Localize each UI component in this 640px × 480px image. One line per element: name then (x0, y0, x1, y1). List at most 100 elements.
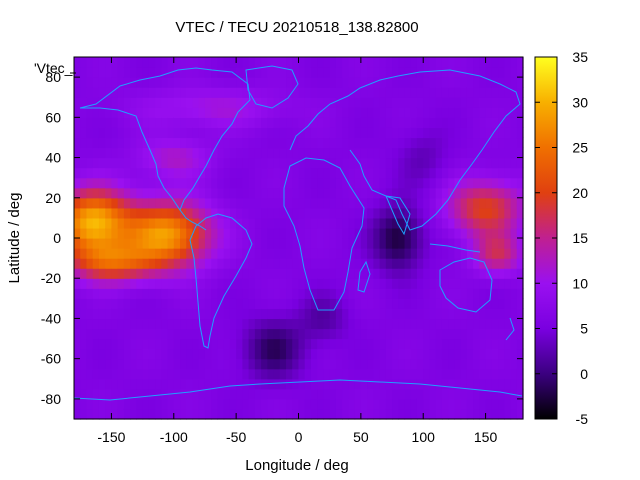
heat-cell (335, 87, 343, 98)
heat-cell (92, 117, 100, 128)
heat-cell (335, 137, 343, 149)
heat-cell (335, 268, 343, 279)
heat-cell (516, 238, 524, 249)
heat-cell (267, 368, 275, 380)
heat-cell (292, 348, 300, 360)
heat-cell (360, 328, 368, 340)
heat-cell (460, 207, 468, 219)
heat-cell (329, 268, 337, 279)
heat-cell (80, 258, 88, 269)
heat-cell (155, 127, 162, 139)
heat-cell (229, 338, 237, 350)
heat-cell (423, 318, 431, 330)
heat-cell (267, 238, 275, 249)
heat-cell (242, 187, 250, 199)
heat-cell (98, 278, 106, 289)
heat-cell (304, 207, 312, 219)
heat-cell (342, 408, 349, 420)
heat-cell (479, 57, 487, 68)
heat-cell (173, 87, 181, 98)
heat-cell (379, 67, 387, 78)
heat-cell (416, 348, 424, 360)
heat-cell (254, 187, 262, 199)
heat-cell (248, 408, 256, 420)
heat-cell (398, 258, 406, 269)
heat-cell (491, 187, 499, 199)
heat-cell (385, 207, 393, 219)
heat-cell (142, 227, 150, 239)
heat-cell (404, 177, 412, 189)
heat-cell (479, 67, 487, 78)
heat-cell (448, 348, 456, 360)
heat-cell (329, 238, 337, 249)
heat-cell (466, 358, 474, 370)
heat-cell (491, 288, 499, 299)
heat-cell (136, 288, 144, 299)
heat-cell (466, 97, 474, 108)
heat-cell (360, 368, 368, 380)
heat-cell (180, 117, 187, 128)
heat-cell (267, 147, 275, 159)
heat-cell (441, 408, 449, 420)
heat-cell (286, 157, 293, 169)
heat-cell (273, 358, 281, 370)
heat-cell (111, 147, 119, 159)
heat-cell (217, 318, 225, 330)
heat-cell (242, 248, 250, 259)
heat-cell (161, 187, 169, 199)
heat-cell (217, 398, 225, 410)
heat-cell (105, 298, 113, 309)
heat-cell (136, 238, 144, 249)
heat-cell (498, 137, 505, 149)
heat-cell (254, 107, 262, 118)
heat-cell (323, 97, 331, 108)
heat-cell (510, 227, 518, 239)
heat-cell (236, 227, 243, 239)
heat-cell (360, 157, 368, 169)
heat-cell (148, 67, 156, 78)
heat-cell (423, 398, 431, 410)
heat-cell (441, 97, 449, 108)
heat-cell (398, 197, 406, 209)
heat-cell (354, 358, 362, 370)
heat-cell (142, 217, 150, 229)
heat-cell (229, 278, 237, 289)
heat-cell (248, 398, 256, 410)
heat-cell (354, 258, 362, 269)
heat-cell (279, 408, 287, 420)
heat-cell (398, 328, 406, 340)
heat-cell (211, 268, 219, 279)
heat-cell (279, 358, 287, 370)
heat-cell (279, 97, 287, 108)
heat-cell (192, 57, 200, 68)
heat-cell (504, 368, 512, 380)
heat-cell (516, 348, 524, 360)
heat-cell (379, 258, 387, 269)
heat-cell (473, 107, 480, 118)
heat-cell (354, 87, 362, 98)
heat-cell (360, 338, 368, 350)
heat-cell (173, 238, 181, 249)
heat-cell (298, 398, 306, 410)
heat-cell (385, 157, 393, 169)
heat-cell (448, 308, 456, 320)
heat-cell (429, 217, 437, 229)
heat-cell (410, 318, 418, 330)
heat-cell (105, 308, 113, 320)
heat-cell (516, 57, 524, 68)
heat-cell (173, 157, 181, 169)
heat-cell (329, 368, 337, 380)
heat-cell (367, 298, 374, 309)
heat-cell (466, 197, 474, 209)
heat-cell (148, 207, 156, 219)
heat-cell (485, 77, 493, 88)
heatmap (74, 57, 524, 420)
heat-cell (354, 197, 362, 209)
heat-cell (192, 298, 200, 309)
heat-cell (448, 87, 456, 98)
heat-cell (192, 127, 200, 139)
heat-cell (229, 157, 237, 169)
heat-cell (491, 117, 499, 128)
heat-cell (217, 157, 225, 169)
